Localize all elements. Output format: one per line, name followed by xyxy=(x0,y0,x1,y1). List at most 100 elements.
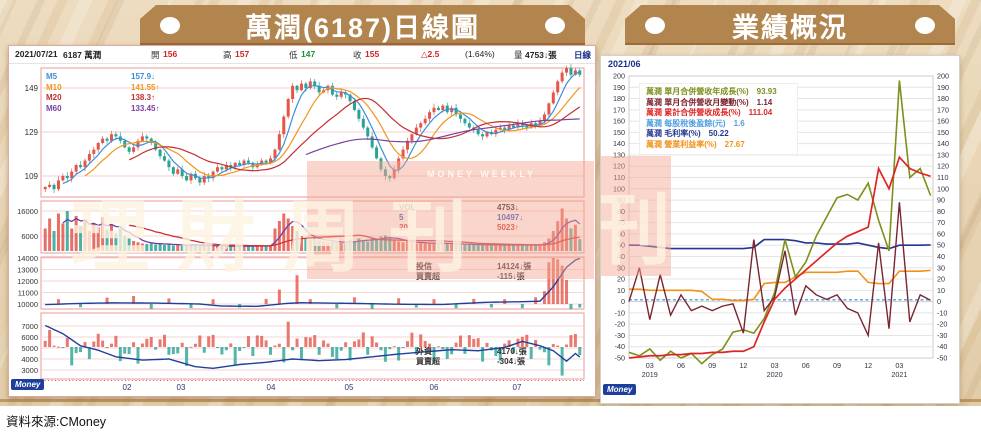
source-footer: 資料來源:CMoney xyxy=(0,406,981,436)
svg-text:03: 03 xyxy=(895,361,903,370)
svg-text:170: 170 xyxy=(613,105,625,114)
legend-text: M5 xyxy=(46,72,58,81)
legend-text: 14124↓張 xyxy=(497,262,532,271)
svg-text:170: 170 xyxy=(937,105,949,114)
legend-text: M60 xyxy=(46,103,62,113)
svg-text:109: 109 xyxy=(25,172,39,181)
svg-text:149: 149 xyxy=(25,84,39,93)
legend-label: 萬潤 每股稅後盈餘(元) xyxy=(646,118,726,128)
change-percent: (1.64%) xyxy=(465,49,495,59)
tab-hole-icon xyxy=(915,17,935,34)
daily-kline-panel: 2021/07/21 6187 萬潤 開 156 高 157 低 147 收 1… xyxy=(8,45,596,397)
svg-text:14000: 14000 xyxy=(17,254,38,263)
svg-text:13000: 13000 xyxy=(17,266,38,275)
legend-value: 50.22 xyxy=(708,129,729,139)
legend-value: 27.67 xyxy=(724,139,745,149)
svg-text:110: 110 xyxy=(614,173,625,182)
svg-text:4000: 4000 xyxy=(21,355,38,364)
legend-text: 買賣超 xyxy=(416,357,440,366)
stock-code-name: 6187 萬潤 xyxy=(63,50,102,60)
candlestick-chart: 149 129 109 16000 6000 14000 13000 12000 11000 10… xyxy=(17,64,585,392)
svg-text:3000: 3000 xyxy=(21,366,38,375)
legend-text: -304↓張 xyxy=(497,357,526,366)
svg-text:60: 60 xyxy=(937,229,945,238)
svg-text:5000: 5000 xyxy=(21,344,38,353)
legend-label: 萬潤 營業利益率(%) xyxy=(646,139,717,149)
legend-label: 萬潤 單月合併營收月變動(%) xyxy=(646,97,749,107)
svg-text:6000: 6000 xyxy=(21,333,38,342)
tab-hole-icon xyxy=(545,17,565,34)
legend-text: 4170↓張 xyxy=(497,347,527,356)
legend-text: 投信 xyxy=(416,262,432,271)
svg-text:120: 120 xyxy=(937,162,949,171)
legend-text: 20 xyxy=(399,223,408,232)
svg-text:200: 200 xyxy=(937,72,949,81)
legend-row: 萬潤 單月合併營收月變動(%) 1.14 xyxy=(646,98,791,109)
svg-text:03: 03 xyxy=(646,361,654,370)
svg-text:-40: -40 xyxy=(615,342,625,351)
legend-row: 萬潤 營業利益率(%) 27.67 xyxy=(646,140,791,151)
wood-plank-edge xyxy=(0,399,981,402)
legend-text: 5 xyxy=(399,213,404,222)
high-label: 高 xyxy=(223,50,232,60)
svg-text:10: 10 xyxy=(937,286,945,295)
legend-row: 萬潤 累計合併營收成長(%) 111.04 xyxy=(646,108,791,119)
svg-text:150: 150 xyxy=(613,128,625,137)
svg-text:40: 40 xyxy=(937,252,945,261)
legend-text: 133.45↑ xyxy=(131,103,160,113)
candles xyxy=(43,64,582,193)
svg-text:09: 09 xyxy=(833,361,841,370)
svg-text:20: 20 xyxy=(937,275,945,284)
legend-label: 萬潤 單月合併營收年成長(%) xyxy=(646,87,749,96)
svg-text:70: 70 xyxy=(937,218,945,227)
svg-text:129: 129 xyxy=(25,128,39,137)
svg-text:06: 06 xyxy=(802,361,810,370)
svg-text:180: 180 xyxy=(613,94,625,103)
legend-text: 買賣超 xyxy=(416,272,440,281)
legend-text: -115↓張 xyxy=(497,272,525,281)
high-value: 157 xyxy=(235,49,250,59)
svg-text:04: 04 xyxy=(267,383,276,392)
change-value: △2.5 xyxy=(421,49,440,59)
volume-value: 4753↓張 xyxy=(525,50,557,60)
svg-text:20: 20 xyxy=(617,275,625,284)
svg-text:200: 200 xyxy=(613,72,625,81)
legend-text: 10497↓ xyxy=(497,213,524,222)
legend-text: M10 xyxy=(46,82,62,92)
svg-text:03: 03 xyxy=(771,361,779,370)
svg-text:2020: 2020 xyxy=(767,370,783,379)
svg-text:50: 50 xyxy=(617,241,625,250)
right-tab-title: 業績概況 xyxy=(732,12,848,43)
svg-text:-20: -20 xyxy=(937,320,947,329)
open-value: 156 xyxy=(163,49,178,59)
legend-row: 萬潤 每股稅後盈餘(元) 1.6 xyxy=(646,119,791,130)
legend-text: VOL xyxy=(399,203,416,212)
svg-text:160: 160 xyxy=(937,117,949,126)
svg-text:12: 12 xyxy=(739,361,747,370)
svg-text:180: 180 xyxy=(937,94,949,103)
volume-label: 量 xyxy=(514,50,523,60)
svg-text:-40: -40 xyxy=(937,342,947,351)
svg-text:0: 0 xyxy=(937,297,941,306)
svg-text:130: 130 xyxy=(613,150,625,159)
svg-text:-10: -10 xyxy=(937,308,947,317)
svg-text:120: 120 xyxy=(613,162,625,171)
svg-text:140: 140 xyxy=(613,139,625,148)
close-label: 收 xyxy=(353,50,362,60)
svg-text:40: 40 xyxy=(617,252,625,261)
legend-text: 138.3↑ xyxy=(131,93,156,102)
svg-text:-30: -30 xyxy=(615,331,625,340)
legend-value: 93.93 xyxy=(756,87,777,96)
low-value: 147 xyxy=(301,49,316,59)
svg-text:10000: 10000 xyxy=(17,300,38,309)
legend-text: 4753↓ xyxy=(497,203,519,212)
tab-hole-icon xyxy=(160,17,180,34)
svg-text:16000: 16000 xyxy=(17,207,38,216)
legend-label: 萬潤 累計合併營收成長(%) xyxy=(646,108,741,118)
tab-hole-icon xyxy=(645,17,665,34)
svg-text:150: 150 xyxy=(937,128,949,137)
svg-text:80: 80 xyxy=(617,207,625,216)
legend-text: 5023↑ xyxy=(497,223,519,232)
right-chart-title-tab: 業績概況 xyxy=(625,5,955,45)
